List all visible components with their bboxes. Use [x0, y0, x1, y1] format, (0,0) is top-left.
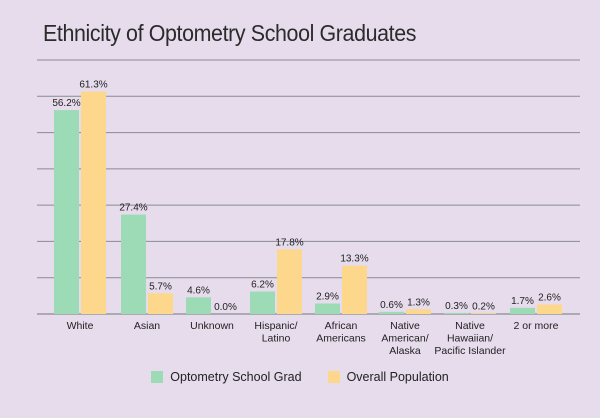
bar [379, 311, 404, 314]
legend-swatch-grad [151, 371, 164, 383]
data-label: 2.6% [538, 293, 561, 304]
bar [537, 304, 562, 314]
chart-title: Ethnicity of Optometry School Graduates [43, 20, 417, 46]
x-tick-label: Unknown [190, 320, 234, 332]
data-label: 17.8% [275, 237, 303, 248]
data-label: 56.2% [52, 98, 80, 109]
data-label: 6.2% [251, 280, 274, 291]
legend-item-population: Overall Population [327, 370, 449, 384]
data-label: 4.6% [187, 285, 210, 296]
x-tick-label: White [67, 320, 94, 332]
x-tick-label: Native Hawaiian/Pacific Islander [434, 320, 506, 357]
data-label: 1.7% [511, 296, 534, 307]
data-label: 0.0% [214, 302, 237, 313]
x-tick-label: Hispanic/Latino [254, 320, 297, 345]
x-tick-label: Asian [134, 320, 160, 332]
bar [510, 307, 535, 314]
data-label: 1.3% [407, 297, 430, 308]
x-tick-label: Native American/Alaska [381, 320, 428, 357]
legend-item-grad: Optometry School Grad [151, 370, 302, 384]
bar [277, 249, 302, 314]
data-label: 61.3% [79, 80, 107, 91]
bar [471, 313, 496, 314]
data-label: 0.2% [472, 301, 495, 312]
legend-swatch-population [327, 371, 340, 383]
x-tick-label: African Americans [316, 320, 366, 345]
bar [54, 110, 79, 315]
legend-label-grad: Optometry School Grad [170, 370, 302, 384]
data-label: 13.3% [340, 254, 368, 265]
bar [121, 214, 146, 314]
data-label: 27.4% [119, 203, 147, 214]
data-label: 0.6% [380, 300, 403, 311]
bar [342, 265, 367, 314]
data-label: 0.3% [445, 301, 468, 312]
bar [148, 293, 173, 314]
bar [250, 291, 275, 314]
bar [406, 309, 431, 314]
bar [315, 303, 340, 314]
data-label: 5.7% [149, 281, 172, 292]
data-label: 2.9% [316, 291, 339, 302]
legend-label-population: Overall Population [346, 370, 449, 384]
chart-legend: Optometry School Grad Overall Population [0, 370, 600, 384]
bar [444, 312, 469, 314]
bar [81, 91, 106, 314]
bar [186, 297, 211, 314]
x-tick-label: 2 or more [514, 320, 559, 332]
